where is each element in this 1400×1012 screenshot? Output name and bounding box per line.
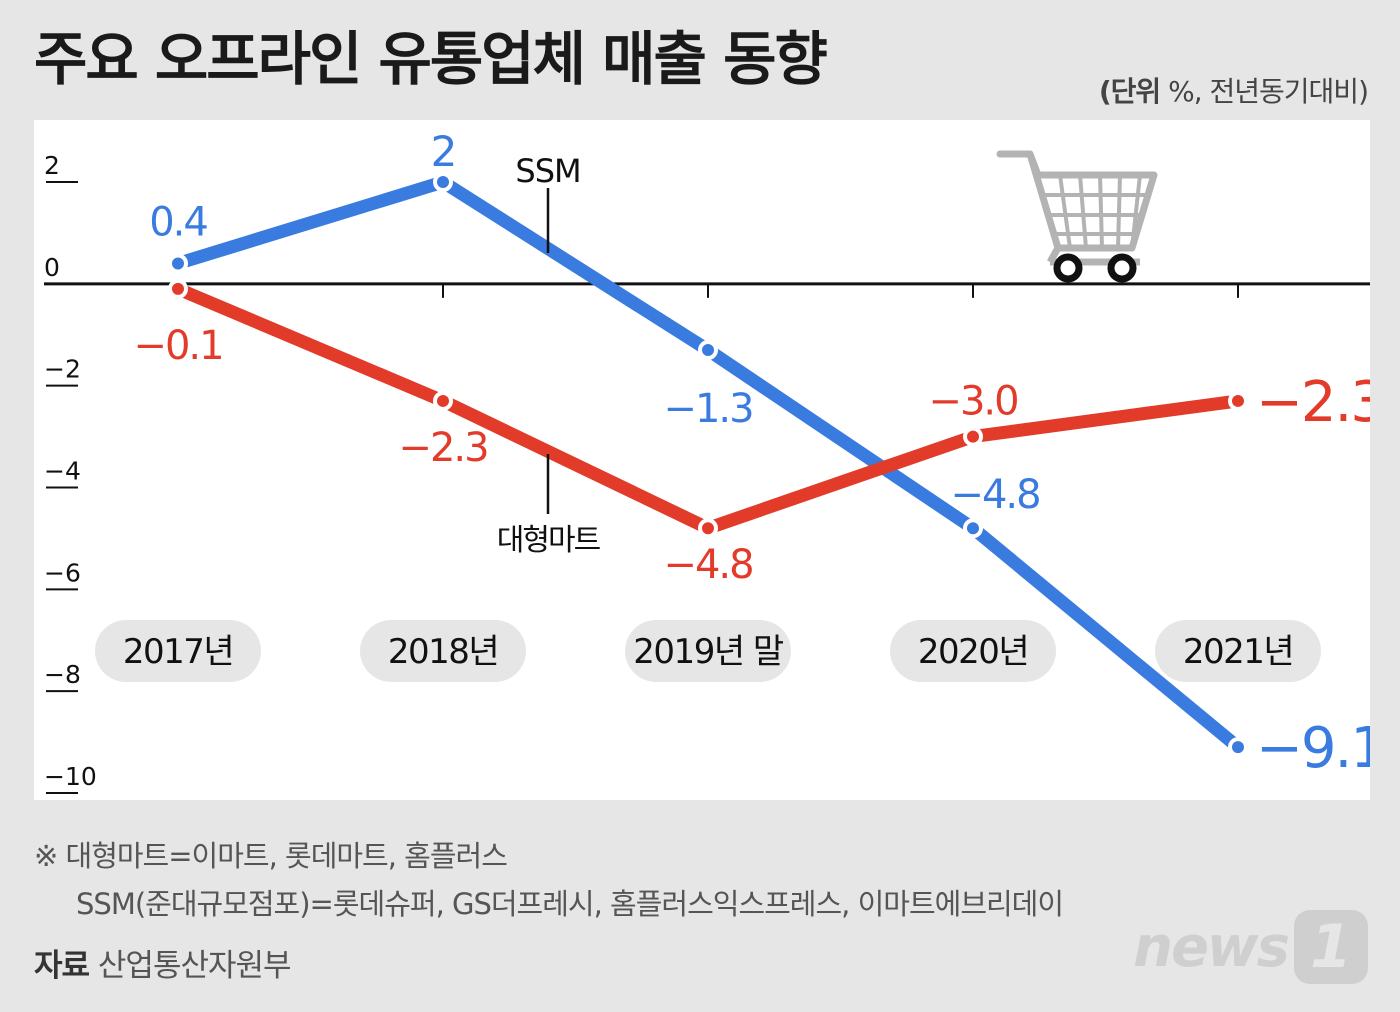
y-tick-label: −10 (44, 762, 97, 791)
data-label: −2.3 (1256, 370, 1370, 435)
zero-line-group (44, 282, 1370, 298)
data-label: −2.3 (398, 425, 487, 471)
y-tick-label: −8 (44, 660, 81, 689)
x-tick-label: 2020년 (918, 632, 1028, 672)
data-point (168, 278, 188, 299)
data-point (433, 390, 453, 411)
data-label: −1.3 (663, 386, 752, 432)
line-chart: 2017년 2018년 2019년 말 2020년 2021년 2 0 −2 −4 −6 −8 −1… (44, 127, 1370, 794)
unit-label: (단위 %, 전년동기대비) (1098, 70, 1369, 110)
y-axis: 2 0 −2 −4 −6 −8 −10 (44, 151, 97, 794)
data-label: 0.4 (149, 199, 207, 245)
series-callouts: SSM 대형마트 (497, 152, 603, 558)
mart-series-name: 대형마트 (497, 523, 601, 558)
data-point (1228, 390, 1248, 411)
data-label: −0.1 (133, 323, 222, 369)
footnote-ssm: SSM(준대규모점포)=롯데슈퍼, GS더프레시, 홈플러스익스프레스, 이마트… (76, 887, 1064, 921)
unit-label-key: (단위 (1098, 75, 1161, 108)
data-point (1228, 737, 1248, 758)
data-labels: 0.4 2 −1.3 −4.8 −9.1 −0.1 −2.3 −4.8 −3.0 −2.3 (133, 127, 1370, 781)
logo-badge: 1 (1294, 910, 1368, 984)
source-value: 산업통산자원부 (97, 948, 292, 984)
data-point (698, 518, 718, 539)
logo-text: news (1133, 914, 1290, 980)
x-tick-label: 2017년 (123, 632, 233, 672)
news1-logo: news 1 (1133, 910, 1368, 984)
data-label: 2 (431, 127, 456, 176)
y-tick-label: −6 (44, 558, 81, 587)
footnote-mart: ※ 대형마트=이마트, 롯데마트, 홈플러스 (34, 839, 508, 873)
data-point (698, 340, 718, 361)
data-point (168, 253, 188, 274)
category-pill (1155, 620, 1321, 682)
source-line: 자료 산업통산자원부 (34, 940, 292, 985)
series-lines (168, 172, 1248, 758)
source-label: 자료 (34, 948, 90, 984)
ssm-series-name: SSM (515, 152, 580, 190)
category-pill (360, 620, 526, 682)
data-label: −4.8 (950, 472, 1039, 518)
category-pill (95, 620, 261, 682)
data-label: −9.1 (1256, 716, 1370, 781)
data-label: −3.0 (928, 379, 1017, 425)
y-tick-label: 2 (44, 151, 60, 180)
data-point (433, 172, 453, 192)
category-pills: 2017년 2018년 2019년 말 2020년 2021년 (95, 620, 1321, 682)
data-point (963, 518, 983, 539)
shopping-cart-icon (996, 150, 1158, 283)
x-tick-label: 2018년 (388, 632, 498, 672)
y-tick-label: 0 (44, 253, 60, 282)
y-tick-label: −2 (44, 355, 81, 384)
x-tick-label: 2021년 (1183, 632, 1293, 672)
footnotes: ※ 대형마트=이마트, 롯데마트, 홈플러스 SSM(준대규모점포)=롯데슈퍼,… (34, 832, 1064, 928)
unit-label-value: %, 전년동기대비) (1160, 75, 1369, 108)
x-tick-label: 2019년 말 (633, 632, 784, 672)
chart-panel: 2017년 2018년 2019년 말 2020년 2021년 2 0 −2 −4 −6 −8 −1… (34, 120, 1370, 800)
category-pill (625, 620, 791, 682)
data-label: −4.8 (663, 542, 752, 588)
category-pill (890, 620, 1056, 682)
y-tick-label: −4 (44, 457, 81, 486)
data-point (963, 426, 983, 447)
chart-title: 주요 오프라인 유통업체 매출 동향 (34, 25, 828, 93)
